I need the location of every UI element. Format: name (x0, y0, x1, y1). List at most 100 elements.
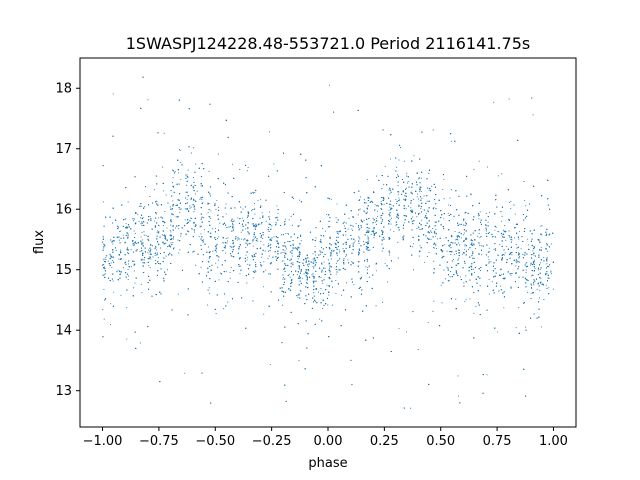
scatter-point (485, 230, 487, 232)
scatter-point (416, 216, 418, 218)
scatter-point (541, 224, 543, 226)
scatter-point (416, 196, 418, 198)
scatter-point (155, 249, 157, 251)
scatter-point (311, 274, 313, 276)
scatter-point (140, 283, 142, 285)
scatter-point (335, 217, 337, 219)
scatter-point (388, 209, 390, 211)
scatter-point (144, 206, 146, 208)
scatter-point (141, 221, 143, 223)
scatter-point (120, 249, 122, 251)
scatter-point (270, 239, 272, 241)
scatter-point (161, 234, 164, 236)
scatter-point (207, 246, 210, 248)
scatter-point (459, 244, 461, 246)
scatter-point (478, 160, 480, 162)
scatter-point (265, 269, 267, 271)
scatter-point (143, 231, 145, 233)
scatter-point (199, 198, 201, 200)
scatter-point (184, 208, 186, 210)
scatter-point (207, 202, 209, 204)
scatter-point (312, 253, 314, 255)
scatter-point (330, 258, 332, 260)
scatter-point (406, 182, 409, 184)
scatter-point (487, 251, 489, 253)
scatter-point (487, 166, 489, 168)
scatter-point (499, 244, 501, 246)
scatter-point (410, 207, 412, 209)
scatter-point (345, 282, 347, 284)
scatter-point (233, 220, 235, 222)
scatter-point (172, 169, 174, 171)
scatter-point (463, 234, 465, 236)
scatter-point (357, 214, 359, 216)
scatter-point (156, 253, 158, 255)
scatter-point (285, 248, 287, 250)
scatter-point (546, 242, 548, 244)
scatter-point (396, 166, 398, 168)
scatter-point (263, 244, 265, 246)
scatter-point (268, 255, 270, 257)
scatter-point (389, 158, 392, 160)
scatter-point (530, 275, 532, 277)
scatter-point (443, 269, 445, 271)
scatter-point (268, 273, 270, 275)
scatter-point (353, 283, 355, 286)
scatter-point (510, 208, 512, 210)
scatter-point (472, 232, 474, 234)
scatter-point (173, 191, 175, 193)
scatter-point (141, 239, 143, 241)
scatter-point (488, 261, 490, 263)
scatter-point (119, 251, 121, 253)
scatter-point (452, 259, 455, 261)
scatter-point (533, 245, 535, 247)
scatter-point (156, 252, 158, 254)
scatter-point (120, 294, 122, 296)
scatter-point (173, 247, 175, 249)
scatter-point (257, 199, 259, 201)
scatter-point (117, 269, 119, 271)
scatter-point (267, 250, 270, 252)
scatter-point (230, 267, 232, 269)
scatter-point (515, 244, 517, 246)
scatter-point (375, 305, 377, 307)
scatter-point (523, 302, 525, 305)
scatter-point (471, 240, 474, 242)
scatter-point (336, 232, 339, 235)
scatter-point (176, 216, 178, 218)
scatter-point (313, 260, 315, 262)
scatter-point (296, 273, 298, 275)
scatter-point (180, 235, 182, 237)
scatter-point (403, 160, 405, 162)
scatter-point (417, 349, 419, 351)
scatter-point (351, 229, 353, 231)
scatter-point (127, 268, 129, 271)
scatter-point (443, 255, 445, 257)
scatter-point (370, 233, 372, 235)
scatter-point (432, 310, 434, 312)
scatter-point (548, 266, 550, 268)
scatter-point (455, 239, 457, 241)
scatter-point (481, 254, 483, 256)
scatter-point (254, 213, 256, 215)
scatter-point (416, 193, 419, 195)
scatter-point (163, 234, 165, 237)
scatter-point (265, 220, 267, 222)
scatter-point (478, 232, 480, 235)
scatter-point (533, 284, 535, 286)
scatter-point (171, 238, 173, 241)
scatter-point (239, 273, 241, 275)
scatter-point (431, 185, 433, 187)
scatter-point (291, 255, 293, 257)
chart-title: 1SWASPJ124228.48-553721.0 Period 2116141… (126, 34, 531, 53)
scatter-point (420, 190, 422, 193)
scatter-point (184, 372, 186, 374)
scatter-point (372, 232, 374, 234)
scatter-point (547, 277, 549, 279)
scatter-point (525, 205, 527, 207)
scatter-point (351, 261, 353, 263)
scatter-point (291, 224, 293, 226)
scatter-point (479, 237, 481, 239)
scatter-point (551, 243, 553, 245)
scatter-point (540, 225, 542, 227)
